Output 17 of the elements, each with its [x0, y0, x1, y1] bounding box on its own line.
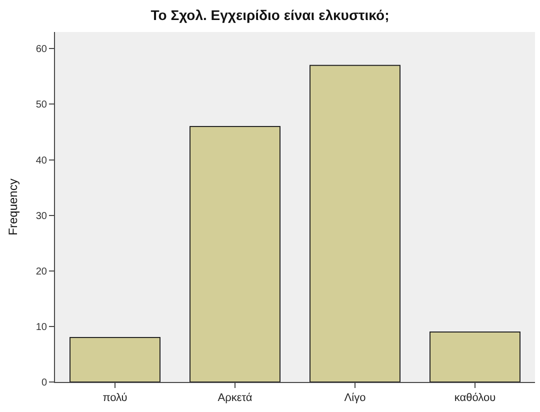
- y-tick-label: 60: [36, 44, 48, 56]
- x-tick-label: καθόλου: [454, 392, 496, 404]
- chart-title: Το Σχολ. Εγχειρίδιο είναι ελκυστικό;: [150, 7, 390, 24]
- y-tick-label: 0: [41, 378, 48, 388]
- y-tick-label: 10: [36, 322, 48, 333]
- y-axis-title: Frequency: [6, 178, 20, 236]
- y-tick-label: 50: [36, 100, 48, 111]
- x-tick-label: Λίγο: [344, 392, 366, 404]
- y-tick-label: 40: [36, 155, 48, 166]
- y-tick-label: 20: [36, 266, 48, 278]
- bar: [70, 337, 160, 382]
- bar: [430, 332, 520, 382]
- x-tick-label: Αρκετά: [218, 392, 253, 404]
- y-tick-label: 30: [36, 210, 48, 222]
- x-tick-label: πολύ: [102, 392, 128, 404]
- bar: [190, 126, 280, 382]
- bar: [310, 64, 400, 382]
